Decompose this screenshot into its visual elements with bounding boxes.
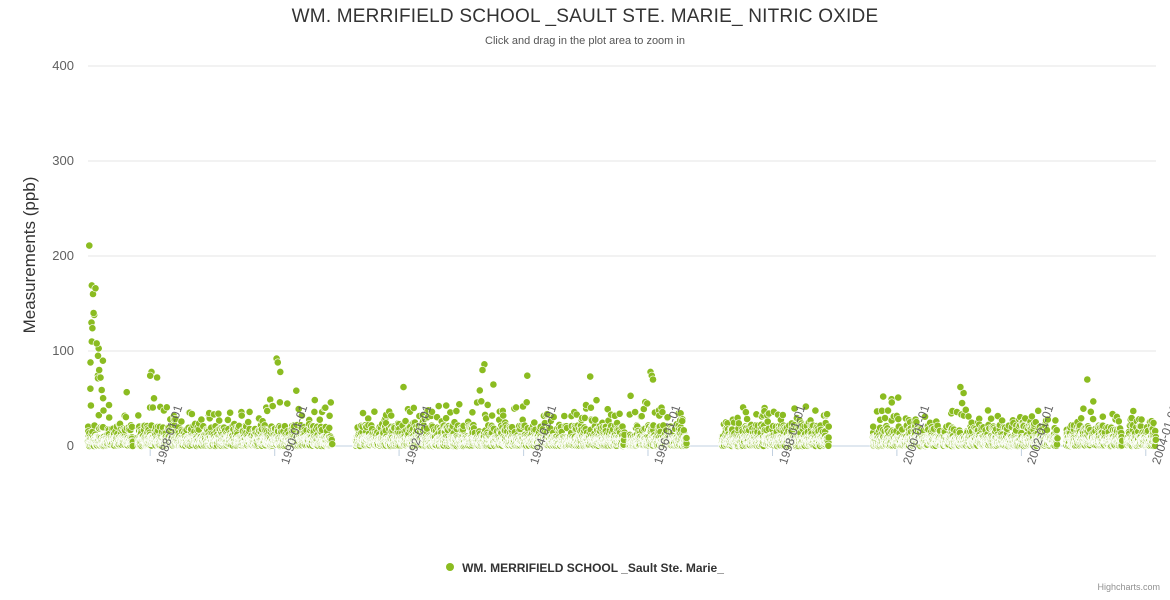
scatter-point[interactable] [434, 402, 443, 410]
scatter-point[interactable] [162, 403, 171, 412]
scatter-point[interactable] [128, 422, 136, 431]
scatter-point[interactable] [626, 391, 635, 400]
scatter-point[interactable] [148, 403, 157, 412]
scatter-point[interactable] [591, 415, 600, 424]
scatter-point[interactable] [105, 413, 114, 422]
scatter-point[interactable] [94, 411, 103, 420]
scatter-point[interactable] [268, 402, 277, 410]
scatter-point[interactable] [580, 413, 589, 422]
scatter-point[interactable] [237, 411, 246, 420]
scatter-point[interactable] [499, 411, 508, 420]
scatter-point[interactable] [387, 411, 396, 420]
scatter-point[interactable] [489, 380, 498, 389]
scatter-point[interactable] [637, 412, 646, 421]
scatter-point[interactable] [325, 411, 334, 420]
scatter-point[interactable] [587, 403, 595, 412]
scatter-point[interactable] [359, 409, 367, 417]
scatter-point[interactable] [475, 386, 484, 395]
scatter-point[interactable] [742, 408, 750, 417]
scatter-point[interactable] [134, 411, 143, 420]
scatter-point[interactable] [530, 418, 539, 427]
scatter-point[interactable] [87, 401, 95, 410]
scatter-point[interactable] [315, 415, 324, 424]
scatter-point[interactable] [488, 411, 496, 420]
scatter-point[interactable] [150, 394, 158, 403]
scatter-point[interactable] [452, 407, 461, 415]
scatter-point[interactable] [682, 434, 691, 442]
scatter-point[interactable] [468, 408, 477, 417]
scatter-point[interactable] [679, 426, 688, 435]
scatter-point[interactable] [483, 400, 492, 409]
scatter-point[interactable] [442, 401, 451, 410]
scatter-point[interactable] [631, 408, 639, 416]
scatter-point[interactable] [226, 408, 234, 417]
scatter-point[interactable] [244, 418, 253, 426]
scatter-point[interactable] [328, 440, 337, 448]
scatter-point[interactable] [245, 407, 254, 416]
scatter-point[interactable] [99, 394, 107, 403]
chart-subtitle: Click and drag in the plot area to zoom … [485, 35, 685, 47]
scatter-point[interactable] [615, 409, 624, 418]
scatter-point[interactable] [512, 403, 520, 412]
scatter-point[interactable] [560, 412, 569, 420]
scatter-point[interactable] [370, 407, 379, 416]
scatter-point[interactable] [283, 399, 292, 408]
scatter-point[interactable] [326, 398, 335, 407]
scatter-point[interactable] [643, 399, 652, 408]
scatter-point[interactable] [522, 398, 531, 407]
scatter-point[interactable] [275, 398, 284, 407]
scatter-point[interactable] [187, 410, 196, 418]
scatter-point[interactable] [214, 409, 223, 418]
scatter-point[interactable] [310, 407, 319, 416]
scatter-points[interactable] [84, 241, 1160, 450]
gridlines [88, 65, 1156, 447]
scatter-point[interactable] [310, 396, 319, 404]
scatter-point[interactable] [292, 386, 301, 395]
scatter-point[interactable] [325, 423, 334, 432]
scatter-point[interactable] [215, 416, 224, 425]
scatter-point[interactable] [455, 400, 464, 409]
scatter-point[interactable] [122, 388, 131, 397]
scatter-point[interactable] [409, 403, 418, 412]
scatter-point[interactable] [99, 406, 108, 415]
chart-title: WM. MERRIFIELD SCHOOL _SAULT STE. MARIE_… [291, 6, 879, 27]
scatter-point[interactable] [153, 373, 161, 382]
scatter-point[interactable] [97, 386, 106, 394]
scatter-point[interactable] [223, 415, 232, 424]
scatter-point[interactable] [122, 413, 130, 421]
scatter-point[interactable] [86, 384, 95, 393]
scatter-point[interactable] [99, 356, 107, 365]
scatter-point[interactable] [105, 401, 113, 409]
scatter-point[interactable] [197, 415, 206, 424]
scatter-point[interactable] [477, 397, 486, 406]
scatter-point[interactable] [321, 403, 330, 412]
scatter-point[interactable] [592, 396, 601, 405]
scatter-point[interactable] [364, 414, 373, 423]
